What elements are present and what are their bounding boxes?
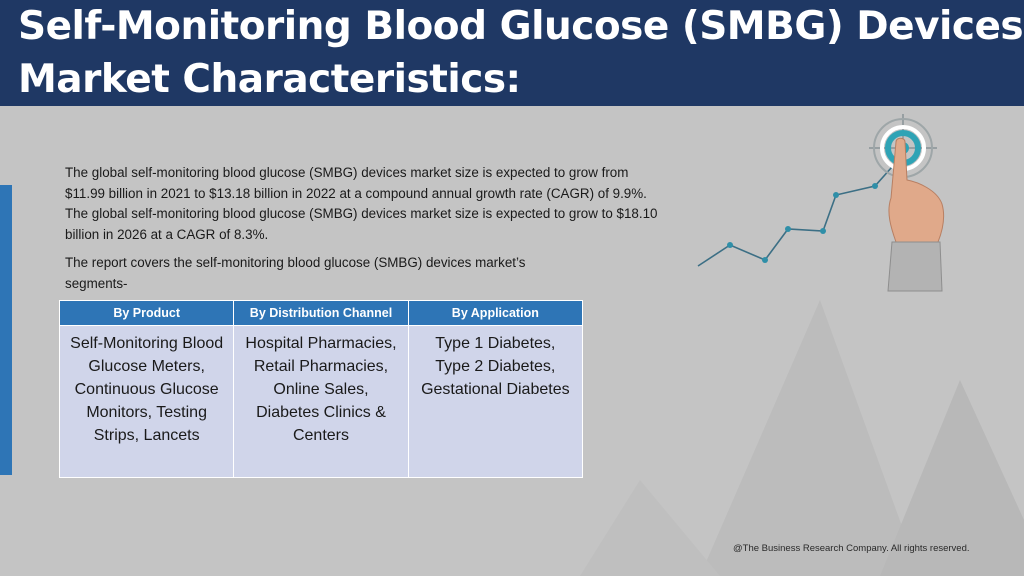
page-title: Self-Monitoring Blood Glucose (SMBG) Dev… <box>18 0 1024 106</box>
title-banner: Self-Monitoring Blood Glucose (SMBG) Dev… <box>0 0 1024 106</box>
market-size-paragraph: The global self-monitoring blood glucose… <box>65 165 658 242</box>
cell-product-segments: Self-Monitoring Blood Glucose Meters, Co… <box>58 325 235 478</box>
trend-line-icon <box>697 157 901 267</box>
title-line-1: Self-Monitoring Blood Glucose (SMBG) Dev… <box>18 4 1024 49</box>
cell-application-segments: Type 1 Diabetes, Type 2 Diabetes, Gestat… <box>407 325 584 478</box>
pointing-hand-icon <box>887 137 945 292</box>
segments-header-row: By Product By Distribution Channel By Ap… <box>58 300 584 326</box>
cell-distribution-segments: Hospital Pharmacies, Retail Pharmacies, … <box>233 325 409 478</box>
growth-illustration <box>697 114 945 292</box>
segments-row: Self-Monitoring Blood Glucose Meters, Co… <box>58 325 584 478</box>
title-line-2: Market Characteristics: <box>18 57 521 102</box>
segments-table: By Product By Distribution Channel By Ap… <box>58 300 584 478</box>
header-by-product: By Product <box>58 300 235 326</box>
header-by-application: By Application <box>407 300 584 326</box>
left-accent-bar <box>0 185 12 475</box>
copyright-footer: @The Business Research Company. All righ… <box>733 543 970 554</box>
report-segments-intro: The report covers the self-monitoring bl… <box>65 255 526 291</box>
header-by-distribution-channel: By Distribution Channel <box>233 300 409 326</box>
